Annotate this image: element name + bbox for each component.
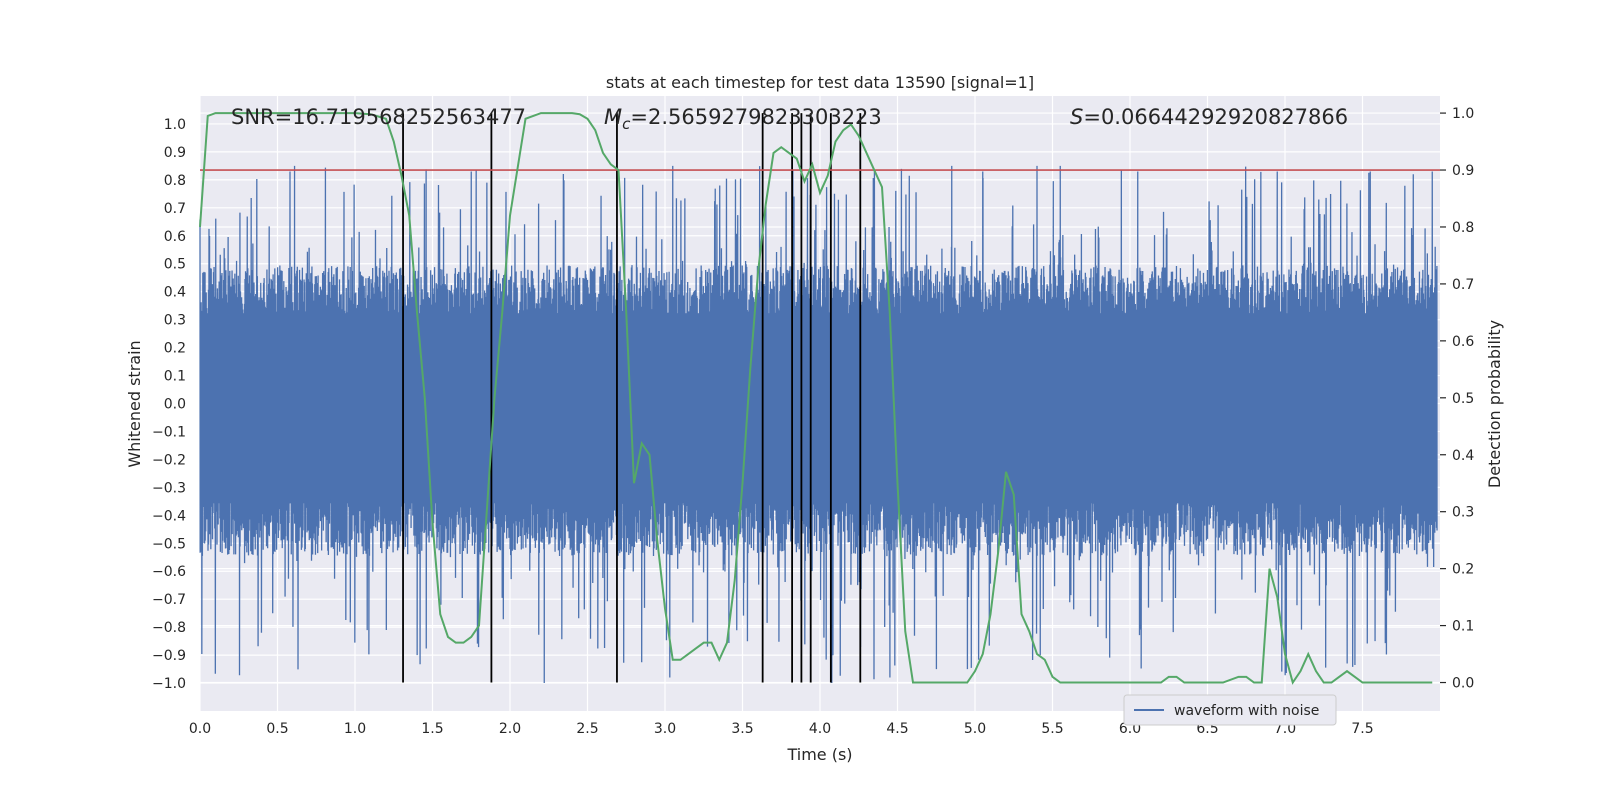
y-left-tick-label: 0.7 [164, 201, 186, 217]
waveform-series [199, 165, 1438, 684]
y-axis-left: 1.0 0.9 0.8 0.7 0.6 0.5 0.4 0.3 0.2 0.1 0.0 −0.1 −0.… [152, 117, 186, 692]
chirp-mass-subscript: c [622, 115, 631, 133]
y-left-tick-label: 0.6 [164, 229, 186, 245]
x-tick-label: 0.5 [266, 721, 288, 737]
y-right-tick-label: 0.0 [1452, 676, 1474, 692]
y-left-tick-label: 0.9 [164, 145, 186, 161]
event-lines [402, 113, 862, 683]
y-right-tick-label: 0.3 [1452, 505, 1474, 521]
y-left-tick-label: −0.1 [152, 424, 186, 440]
snr-annotation: SNR=16.719568252563477 [231, 105, 526, 129]
y-axis-right: 1.0 0.9 0.8 0.7 0.6 0.5 0.4 0.3 0.2 0.1 0.0 [1440, 106, 1474, 692]
chirp-mass-symbol: M [604, 105, 622, 129]
y-right-tick-label: 0.6 [1452, 334, 1474, 350]
x-tick-label: 1.5 [421, 721, 443, 737]
x-tick-label: 2.0 [499, 721, 521, 737]
chirp-mass-annotation: Mc=2.5659279823303223 [604, 105, 882, 133]
x-tick-label: 1.0 [344, 721, 366, 737]
waveform-line [199, 165, 1438, 684]
x-tick-label: 3.0 [654, 721, 676, 737]
y-right-tick-label: 1.0 [1452, 106, 1474, 122]
probability-series [199, 112, 1433, 685]
x-tick-label: 0.0 [189, 721, 211, 737]
y-left-tick-label: 0.8 [164, 173, 186, 189]
legend-box [1123, 694, 1337, 726]
y-right-tick-label: 0.7 [1452, 277, 1474, 293]
y-left-tick-label: 0.5 [164, 257, 186, 273]
x-tick-label: 7.5 [1351, 721, 1373, 737]
y-left-tick-label: 0.4 [164, 285, 186, 301]
y-left-tick-label: 0.2 [164, 341, 186, 357]
chirp-mass-value: =2.5659279823303223 [630, 105, 881, 129]
y-right-tick-label: 0.2 [1452, 562, 1474, 578]
y-right-tick-label: 0.4 [1452, 448, 1474, 464]
x-tick-label: 2.5 [576, 721, 598, 737]
y-left-tick-label: −0.7 [152, 592, 186, 608]
x-tick-label: 5.5 [1041, 721, 1063, 737]
x-tick-label: 4.5 [886, 721, 908, 737]
s-symbol: S [1070, 105, 1083, 129]
y-left-tick-label: 1.0 [164, 117, 186, 133]
y-left-tick-label: −0.4 [152, 508, 186, 524]
x-tick-label: 5.0 [964, 721, 986, 737]
y-left-tick-label: 0.1 [164, 369, 186, 385]
s-value: =0.06644292920827866 [1083, 105, 1348, 129]
y-left-tick-label: −0.2 [152, 452, 186, 468]
y-axis-right-label: Detection probability [1485, 320, 1504, 488]
legend-label: waveform with noise [1174, 703, 1319, 719]
y-left-tick-label: −0.8 [152, 620, 186, 636]
x-axis-label: Time (s) [786, 745, 852, 764]
x-tick-label: 3.5 [731, 721, 753, 737]
y-axis-left-label: Whitened strain [125, 340, 144, 467]
x-axis: 0.0 0.5 1.0 1.5 2.0 2.5 3.0 3.5 4.0 4.5 5.0 5.5 6.0 6… [189, 721, 1374, 737]
legend: waveform with noise [1123, 694, 1337, 726]
y-left-tick-label: −0.5 [152, 536, 186, 552]
y-left-tick-label: −0.3 [152, 480, 186, 496]
y-right-tick-label: 0.5 [1452, 391, 1474, 407]
y-left-tick-label: 0.3 [164, 313, 186, 329]
y-left-tick-label: −0.9 [152, 648, 186, 664]
y-right-tick-label: 0.8 [1452, 220, 1474, 236]
s-annotation: S=0.06644292920827866 [1070, 105, 1348, 129]
probability-line [199, 112, 1433, 685]
x-tick-label: 4.0 [809, 721, 831, 737]
chart-title: stats at each timestep for test data 135… [606, 73, 1034, 92]
y-left-tick-label: 0.0 [164, 397, 186, 413]
y-right-tick-label: 0.1 [1452, 619, 1474, 635]
y-right-tick-label: 0.9 [1452, 163, 1474, 179]
y-left-tick-label: −1.0 [152, 676, 186, 692]
y-left-tick-label: −0.6 [152, 564, 186, 580]
